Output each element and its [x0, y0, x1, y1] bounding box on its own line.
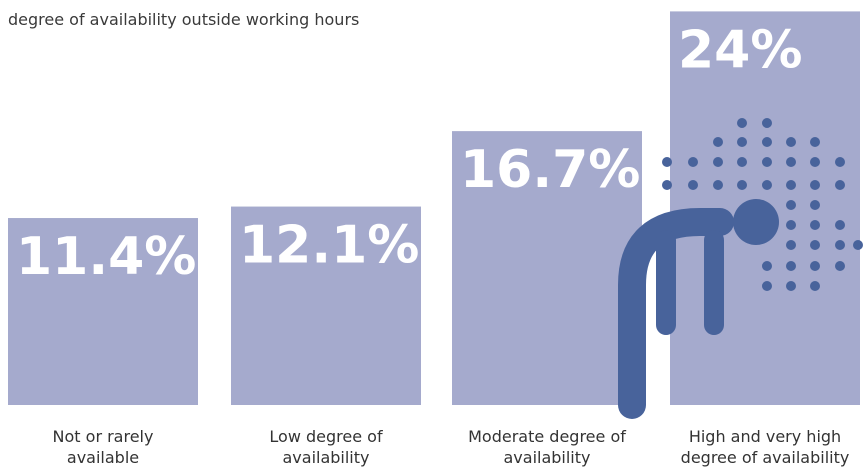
- value-label: 11.4%: [16, 227, 196, 287]
- value-label: 12.1%: [239, 216, 419, 276]
- chart-title: degree of availability outside working h…: [8, 10, 359, 29]
- category-label: Low degree of availability: [237, 426, 415, 468]
- figure-head: [733, 199, 779, 245]
- category-label: Moderate degree of availability: [458, 426, 636, 468]
- chart: 11.4% 12.1% 16.7% 24% degree of availabilit…: [0, 0, 864, 470]
- value-label: 24%: [678, 20, 802, 80]
- category-label: High and very high degree of availabilit…: [676, 426, 854, 468]
- chart-canvas: 11.4% 12.1% 16.7% 24%: [0, 0, 864, 470]
- category-label: Not or rarely available: [14, 426, 192, 468]
- value-label: 16.7%: [460, 140, 640, 200]
